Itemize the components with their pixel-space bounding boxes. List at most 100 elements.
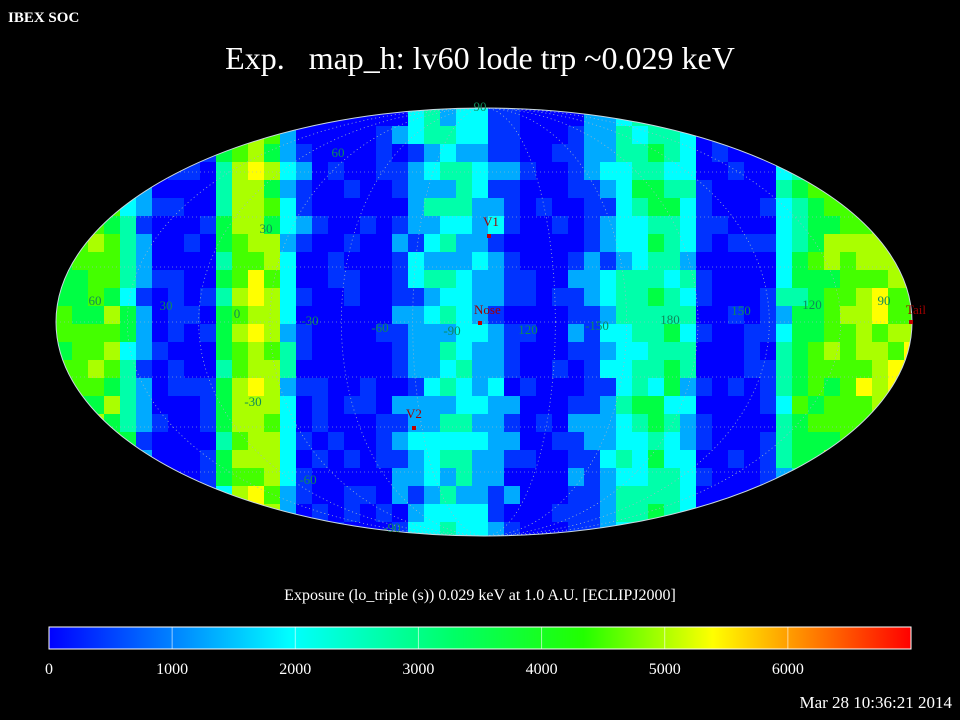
exposure-cell xyxy=(88,360,105,379)
exposure-cell xyxy=(552,414,569,433)
exposure-cell xyxy=(776,396,793,415)
exposure-cell xyxy=(744,396,761,415)
exposure-cell xyxy=(248,360,265,379)
exposure-cell xyxy=(536,108,553,127)
exposure-cell xyxy=(616,324,633,343)
exposure-cell xyxy=(424,198,441,217)
exposure-cell xyxy=(600,270,617,289)
exposure-cell xyxy=(472,234,489,253)
exposure-cell xyxy=(440,180,457,199)
exposure-cell xyxy=(648,468,665,487)
exposure-cell xyxy=(840,396,857,415)
exposure-cell xyxy=(232,414,249,433)
exposure-cell xyxy=(232,180,249,199)
exposure-cell xyxy=(520,468,537,487)
exposure-cell xyxy=(248,378,265,397)
exposure-cell xyxy=(728,360,745,379)
exposure-cell xyxy=(568,144,585,163)
exposure-cell xyxy=(600,378,617,397)
exposure-cell xyxy=(504,324,521,343)
exposure-cell xyxy=(344,324,361,343)
exposure-cell xyxy=(600,324,617,343)
exposure-cell xyxy=(664,414,681,433)
exposure-cell xyxy=(424,108,441,127)
exposure-cell xyxy=(312,234,329,253)
exposure-cell xyxy=(296,198,313,217)
exposure-cell xyxy=(264,414,281,433)
exposure-cell xyxy=(440,450,457,469)
exposure-cell xyxy=(728,414,745,433)
exposure-cell xyxy=(376,414,393,433)
exposure-cell xyxy=(248,306,265,325)
exposure-cell xyxy=(872,342,889,361)
exposure-cell xyxy=(536,504,553,523)
exposure-cell xyxy=(760,252,777,271)
exposure-cell xyxy=(584,288,601,307)
exposure-cell xyxy=(712,360,729,379)
exposure-cell xyxy=(216,216,233,235)
exposure-cell xyxy=(760,450,777,469)
exposure-cell xyxy=(696,234,713,253)
exposure-cell xyxy=(488,180,505,199)
exposure-cell xyxy=(344,198,361,217)
exposure-cell xyxy=(552,288,569,307)
exposure-cell xyxy=(504,108,521,127)
exposure-cell xyxy=(568,468,585,487)
exposure-cell xyxy=(472,378,489,397)
exposure-cell xyxy=(520,360,537,379)
exposure-cell xyxy=(408,504,425,523)
exposure-cell xyxy=(728,468,745,487)
exposure-cell xyxy=(296,126,313,145)
exposure-cell xyxy=(344,252,361,271)
exposure-cell xyxy=(392,126,409,145)
exposure-cell xyxy=(376,324,393,343)
exposure-cell xyxy=(408,486,425,505)
exposure-cell xyxy=(584,414,601,433)
exposure-cell xyxy=(136,324,153,343)
exposure-cell xyxy=(344,504,361,523)
exposure-cell xyxy=(232,396,249,415)
exposure-cell xyxy=(472,108,489,127)
exposure-cell xyxy=(264,432,281,451)
exposure-cell xyxy=(264,306,281,325)
exposure-cell xyxy=(552,486,569,505)
exposure-cell xyxy=(488,198,505,217)
exposure-cell xyxy=(264,468,281,487)
exposure-cell xyxy=(248,450,265,469)
exposure-cell xyxy=(504,288,521,307)
exposure-cell xyxy=(488,414,505,433)
exposure-cell xyxy=(456,378,473,397)
exposure-cell xyxy=(616,198,633,217)
exposure-cell xyxy=(248,414,265,433)
exposure-cell xyxy=(648,432,665,451)
exposure-cell xyxy=(200,432,217,451)
exposure-cell xyxy=(328,144,345,163)
exposure-cell xyxy=(600,216,617,235)
exposure-cell xyxy=(296,144,313,163)
exposure-cell xyxy=(872,270,889,289)
exposure-cell xyxy=(328,162,345,181)
exposure-cell xyxy=(552,432,569,451)
exposure-cell xyxy=(600,396,617,415)
exposure-cell xyxy=(856,324,873,343)
exposure-cell xyxy=(152,252,169,271)
exposure-cell xyxy=(296,234,313,253)
exposure-cell xyxy=(744,450,761,469)
exposure-cell xyxy=(536,126,553,145)
exposure-cell xyxy=(456,198,473,217)
exposure-cell xyxy=(184,396,201,415)
exposure-cell xyxy=(824,234,841,253)
exposure-cell xyxy=(824,324,841,343)
exposure-cell xyxy=(776,180,793,199)
exposure-cell xyxy=(280,306,297,325)
exposure-cell xyxy=(808,270,825,289)
exposure-cell xyxy=(440,252,457,271)
exposure-cell xyxy=(104,324,121,343)
exposure-cell xyxy=(712,144,729,163)
exposure-cell xyxy=(696,342,713,361)
exposure-cell xyxy=(728,450,745,469)
exposure-cell xyxy=(552,396,569,415)
exposure-cell xyxy=(616,468,633,487)
exposure-cell xyxy=(472,522,489,536)
